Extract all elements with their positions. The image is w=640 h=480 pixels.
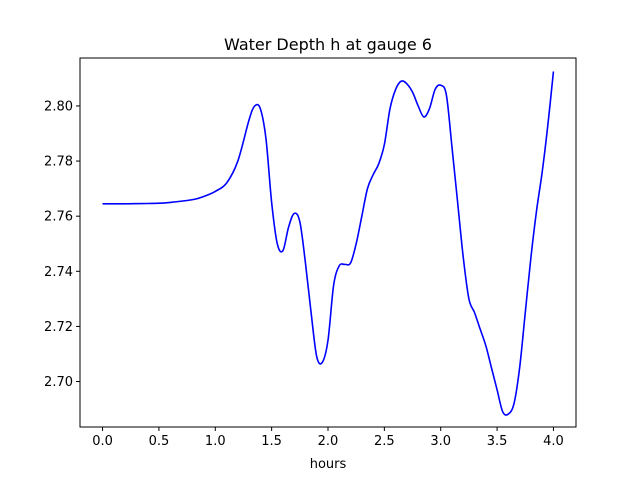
- x-tick-label: 0.0: [92, 434, 113, 449]
- y-tick-label: 2.70: [44, 375, 73, 390]
- y-tick-label: 2.76: [44, 210, 73, 225]
- plot-frame: [79, 57, 577, 428]
- y-tick-label: 2.72: [44, 320, 73, 335]
- x-axis: 0.0 0.5 1.0 1.5 2.0 2.5 3.0 3.5 4.0: [92, 427, 564, 449]
- x-tick-label: 2.0: [318, 434, 339, 449]
- x-tick-label: 4.0: [543, 434, 564, 449]
- chart-title: Water Depth h at gauge 6: [224, 35, 432, 54]
- series-line-0: [102, 71, 555, 416]
- x-tick-label: 0.5: [149, 434, 170, 449]
- x-tick-label: 3.5: [487, 434, 508, 449]
- x-tick-label: 3.0: [430, 434, 451, 449]
- y-tick-label: 2.78: [44, 155, 73, 170]
- x-tick-label: 1.0: [205, 434, 226, 449]
- x-tick-label: 1.5: [261, 434, 282, 449]
- x-tick-label: 2.5: [374, 434, 395, 449]
- y-tick-label: 2.80: [44, 99, 73, 114]
- y-axis: 2.70 2.72 2.74 2.76 2.78 2.80: [44, 99, 80, 390]
- plot-area: [79, 57, 577, 428]
- x-axis-label: hours: [310, 457, 347, 472]
- y-tick-label: 2.74: [44, 265, 73, 280]
